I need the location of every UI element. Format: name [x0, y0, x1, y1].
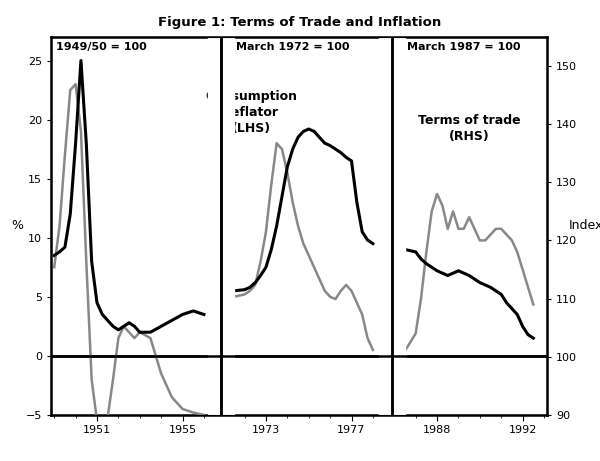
Text: Figure 1: Terms of Trade and Inflation: Figure 1: Terms of Trade and Inflation [158, 16, 442, 29]
Text: Terms of trade
(RHS): Terms of trade (RHS) [418, 114, 520, 142]
Y-axis label: Index: Index [568, 219, 600, 232]
Text: March 1987 = 100: March 1987 = 100 [407, 41, 521, 52]
Bar [379, 37, 405, 415]
Bar [208, 37, 234, 415]
Text: Consumption
deflator
(LHS): Consumption deflator (LHS) [205, 90, 297, 135]
Y-axis label: %: % [11, 219, 23, 232]
Text: March 1972 = 100: March 1972 = 100 [236, 41, 350, 52]
Text: 1949/50 = 100: 1949/50 = 100 [56, 41, 147, 52]
